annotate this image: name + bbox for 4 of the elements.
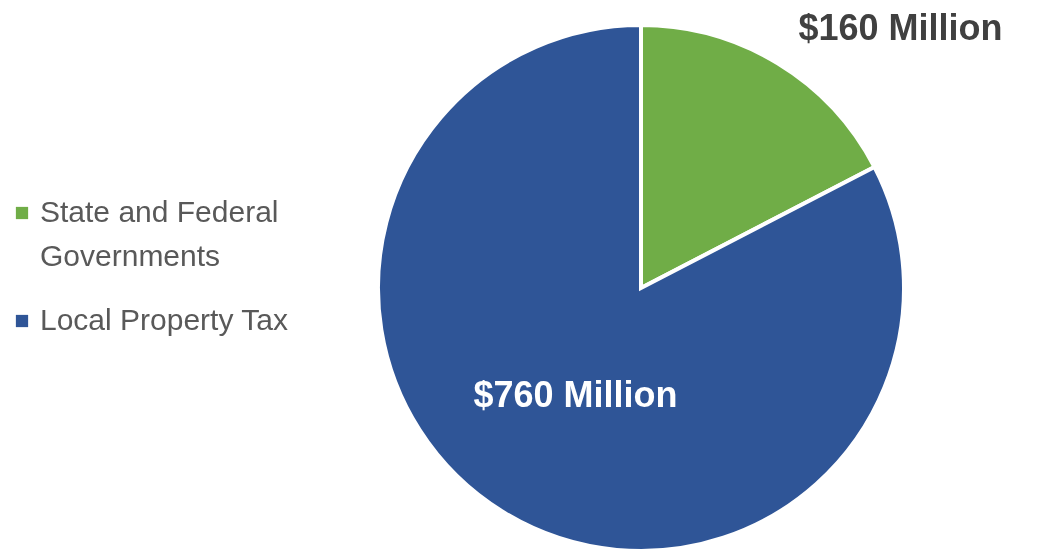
data-label: $760 Million xyxy=(473,373,678,415)
data-label: $160 Million xyxy=(798,7,1003,49)
legend-label: Local Property Tax xyxy=(40,303,288,336)
legend-label: State and Federal Governments xyxy=(40,195,279,272)
